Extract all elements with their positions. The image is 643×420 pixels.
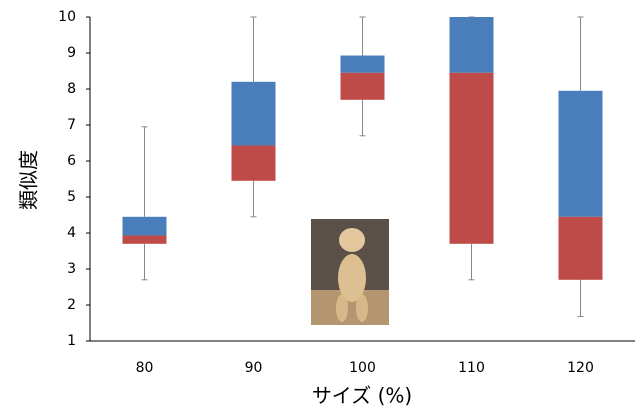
box-upper: [449, 17, 494, 73]
y-tick-label: 9: [67, 45, 76, 61]
box-lower: [340, 72, 385, 100]
box-upper: [231, 81, 276, 146]
y-tick-label: 3: [67, 261, 76, 277]
y-tick-label: 2: [67, 297, 76, 313]
box-upper: [122, 216, 167, 236]
x-tick-label: 110: [458, 360, 485, 376]
y-tick-label: 4: [67, 225, 76, 241]
y-tick-label: 7: [67, 117, 76, 133]
x-tick-label: 80: [136, 360, 154, 376]
y-tick-label: 6: [67, 153, 76, 169]
x-tick-label: 120: [567, 360, 594, 376]
box-lower: [122, 235, 167, 244]
x-tick-label: 100: [349, 360, 376, 376]
y-tick-label: 8: [67, 81, 76, 97]
y-tick-label: 10: [58, 9, 76, 25]
y-tick-label: 1: [67, 333, 76, 349]
photo: [311, 219, 389, 325]
box-upper: [558, 90, 603, 217]
box-lower: [449, 72, 494, 244]
x-axis-title: サイズ (%): [312, 384, 412, 408]
box-lower: [558, 216, 603, 280]
y-axis-title: 類似度: [17, 150, 41, 210]
x-tick-label: 90: [245, 360, 263, 376]
y-tick-label: 5: [67, 189, 76, 205]
box-upper: [340, 55, 385, 73]
box-lower: [231, 145, 276, 181]
